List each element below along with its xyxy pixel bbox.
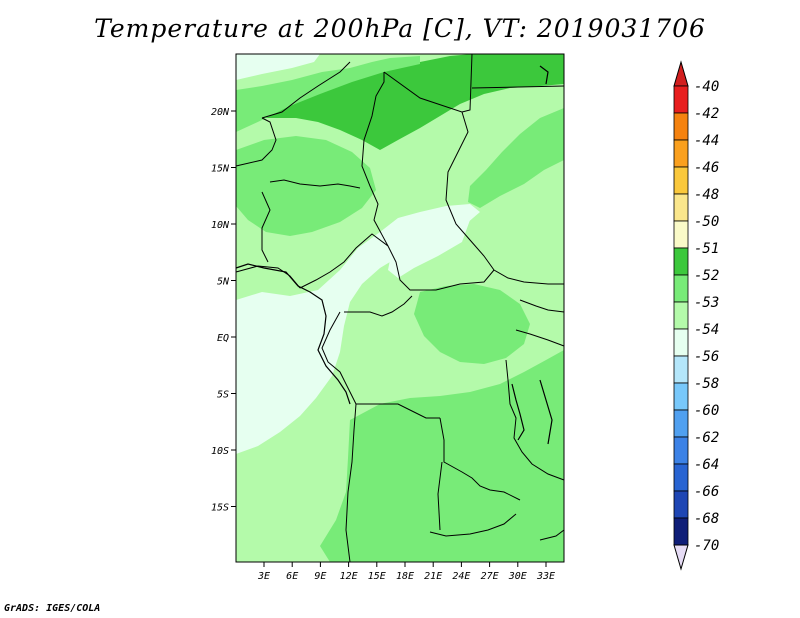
colorbar-swatch (673, 436, 689, 465)
colorbar-label: -44 (694, 133, 719, 149)
lon-tick-label: 24E (452, 571, 470, 582)
colorbar-top-arrow (673, 60, 689, 87)
longitude-axis: 3E 6E 9E 12E 15E 18E 21E 24E 27E 30E 33E (257, 562, 555, 582)
colorbar-swatch (673, 382, 689, 411)
colorbar-label: -51 (694, 241, 719, 257)
coastlines (235, 65, 553, 445)
colorbar-swatch (673, 85, 689, 114)
lat-tick-label: EQ (217, 333, 229, 344)
colorbar-label: -40 (694, 79, 719, 95)
country-borders (235, 53, 565, 563)
colorbar-swatch (673, 328, 689, 357)
colorbar-label: -58 (694, 376, 719, 392)
lon-tick-label: 12E (340, 571, 358, 582)
mid-region-east (468, 108, 564, 208)
lon-tick-label: 9E (314, 571, 326, 582)
colorbar-swatch (673, 463, 689, 492)
lon-tick-label: 33E (536, 571, 555, 582)
mid-region-north (236, 56, 420, 132)
colorbar-swatch (673, 139, 689, 168)
colorbar-label: -53 (694, 295, 719, 311)
cold-region-north (236, 54, 320, 80)
colorbar-label: -52 (694, 268, 719, 284)
lat-tick-label: 15N (211, 164, 230, 175)
colorbar-bottom-arrow (673, 544, 689, 571)
colorbar-swatch (673, 220, 689, 249)
colorbar-swatch (673, 247, 689, 276)
lon-tick-label: 3E (257, 571, 270, 582)
lat-tick-label: 15S (211, 503, 229, 514)
colorbar-swatch (673, 301, 689, 330)
colorbar-swatch (673, 193, 689, 222)
colorbar-swatch (673, 409, 689, 438)
lat-tick-label: 5S (217, 390, 229, 401)
colorbar-label: -50 (694, 214, 719, 230)
colorbar-swatch (673, 490, 689, 519)
map-frame (235, 53, 565, 563)
colorbar-label: -46 (694, 160, 719, 176)
colorbar-label: -66 (694, 484, 719, 500)
colorbar-swatch (673, 517, 689, 546)
mid-region-central (414, 284, 530, 364)
cold-region-west (236, 204, 480, 454)
colorbar-swatch (673, 112, 689, 141)
colorbar-label: -56 (694, 349, 719, 365)
lon-tick-label: 27E (481, 571, 499, 582)
lon-tick-label: 15E (368, 571, 386, 582)
warm-band-north (262, 54, 564, 150)
lat-tick-label: 10S (211, 446, 229, 457)
colorbar-swatch (673, 166, 689, 195)
lat-tick-label: 5N (217, 277, 230, 288)
cold-region-central (388, 220, 470, 278)
mid-region-northwest (236, 136, 376, 236)
lon-tick-label: 21E (424, 571, 442, 582)
colorbar-label: -48 (694, 187, 719, 203)
lat-tick-label: 20N (211, 107, 230, 118)
light-patch-south (236, 460, 338, 562)
colorbar-label: -54 (694, 322, 719, 338)
map-panel (235, 53, 565, 563)
lat-tick-label: 10N (211, 220, 230, 231)
colorbar-swatch (673, 274, 689, 303)
colorbar-label: -42 (694, 106, 719, 122)
colorbar-label: -70 (694, 538, 719, 554)
lon-tick-label: 30E (508, 571, 527, 582)
chart-title: Temperature at 200hPa [C], VT: 201903170… (94, 14, 706, 43)
mid-region-south (320, 350, 564, 562)
latitude-axis: 20N 15N 10N 5N EQ 5S 10S 15S (211, 107, 236, 514)
colorbar-label: -62 (694, 430, 719, 446)
colorbar-swatch (673, 355, 689, 384)
lon-tick-label: 6E (286, 571, 298, 582)
colorbar-label: -60 (694, 403, 719, 419)
colorbar-label: -64 (694, 457, 719, 473)
footer-credit: GrADS: IGES/COLA (4, 603, 101, 614)
colorbar-label: -68 (694, 511, 719, 527)
colorbar: -40 -42 -44 -46 -48 -50 -51 -52 -53 -54 -56 -58 -60 -… (673, 60, 719, 571)
lon-tick-label: 18E (396, 571, 414, 582)
